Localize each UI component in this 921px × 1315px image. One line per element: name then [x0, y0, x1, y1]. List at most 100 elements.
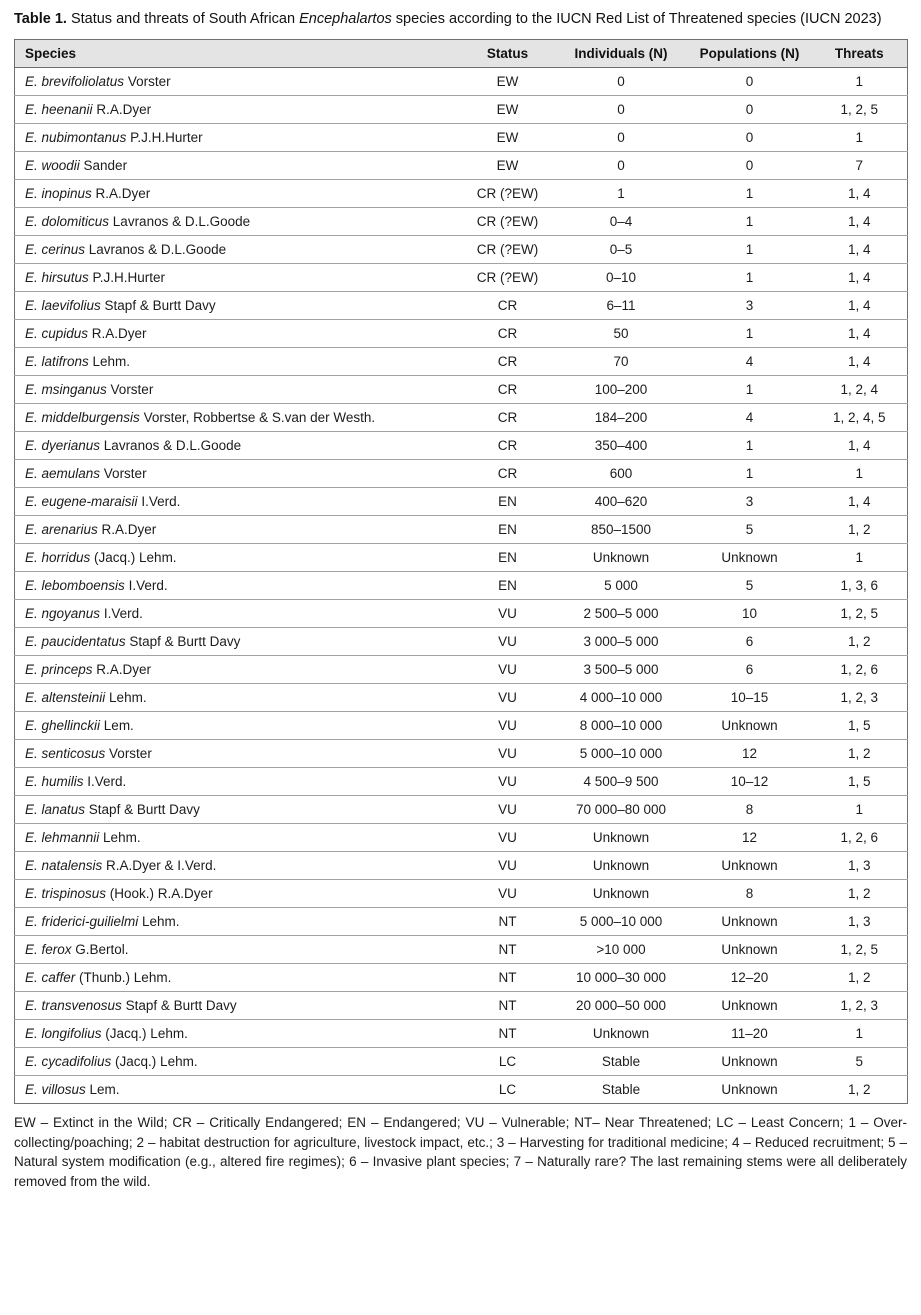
status-cell: CR (?EW) [460, 235, 555, 264]
individuals-cell: 350–400 [554, 431, 688, 460]
threats-cell: 1, 5 [811, 767, 908, 796]
individuals-cell: 4 000–10 000 [554, 683, 688, 712]
species-cell: E. arenarius R.A.Dyer [14, 515, 461, 544]
individuals-cell: Stable [554, 1047, 688, 1076]
status-cell: NT [460, 1019, 555, 1048]
populations-cell: Unknown [721, 1082, 778, 1097]
caption-text-after: species according to the IUCN Red List o… [391, 11, 882, 27]
species-cell: E. cerinus Lavranos & D.L.Goode [14, 235, 461, 264]
individuals-cell: 5 000 [554, 571, 688, 600]
populations-cell: 6 [687, 655, 812, 684]
table-row: E. caffer (Thunb.) Lehm. NT 10 000–30 000 1… [14, 963, 908, 992]
species-binomial: E. msinganus [25, 382, 107, 397]
species-cell: E. transvenosus Stapf & Burtt Davy [14, 991, 461, 1020]
species-cell: E. lanatus Stapf & Burtt Davy [14, 795, 461, 824]
table-row: E. lebomboensis I.Verd. EN 5 000 5 1, 3, 6 [14, 571, 908, 600]
table-row: E. altensteinii Lehm. VU 4 000–10 000 10–15… [14, 683, 908, 712]
individuals-cell: 3 500–5 000 [554, 655, 688, 684]
individuals-cell: 400–620 [554, 487, 688, 516]
table-row: E. woodii Sander EW 0 0 7 [14, 151, 908, 180]
species-cell: E. lehmannii Lehm. [14, 823, 461, 852]
populations-cell: Unknown [687, 935, 812, 964]
col-header-individuals: Individuals (N) [554, 39, 688, 68]
species-binomial: E. cupidus [25, 326, 89, 341]
populations-cell: 4 [687, 403, 812, 432]
table-row: E. laevifolius Stapf & Burtt Davy CR 6–11 3… [14, 291, 908, 320]
populations-cell: 5 [687, 571, 812, 600]
threats-cell: 1, 4 [811, 263, 908, 292]
species-cell: E. ngoyanus I.Verd. [14, 599, 461, 628]
populations-cell: 12 [687, 823, 812, 852]
table-row: E. ferox G.Bertol. NT >10 000 Unknown 1, 2, … [14, 935, 908, 964]
threats-cell: 1, 2 [811, 963, 908, 992]
species-binomial: E. ferox [25, 942, 72, 957]
threats-cell: 1, 2, 3 [811, 991, 908, 1020]
threats-cell: 1, 2 [847, 1082, 871, 1097]
species-cell: E. caffer (Thunb.) Lehm. [14, 963, 461, 992]
species-binomial: E. horridus [25, 550, 91, 565]
threats-cell: 1, 4 [811, 347, 908, 376]
species-binomial: E. aemulans [25, 466, 101, 481]
individuals-cell: Unknown [554, 879, 688, 908]
populations-cell: 1 [687, 179, 812, 208]
document-page: Table 1. Status and threats of South Afr… [14, 11, 908, 1189]
populations-cell: 3 [687, 487, 812, 516]
table-row: E. middelburgensis Vorster, Robbertse & … [14, 403, 908, 432]
table-row: E. trispinosus (Hook.) R.A.Dyer VU Unknown… [14, 879, 908, 908]
species-cell: E. laevifolius Stapf & Burtt Davy [14, 291, 461, 320]
species-cell: E. lebomboensis I.Verd. [14, 571, 461, 600]
status-cell: EN [460, 487, 555, 516]
individuals-cell: 0 [554, 67, 688, 96]
species-cell: E. latifrons Lehm. [14, 347, 461, 376]
threats-cell: 1, 2 [811, 879, 908, 908]
species-binomial: E. heenanii [25, 102, 93, 117]
status-cell: VU [460, 739, 555, 768]
populations-cell: 10 [687, 599, 812, 628]
species-binomial: E. latifrons [25, 354, 89, 369]
table-caption-label: Table 1. [14, 11, 67, 27]
species-binomial: E. altensteinii [25, 690, 106, 705]
species-binomial: E. lebomboensis [25, 578, 125, 593]
species-binomial: E. paucidentatus [25, 634, 126, 649]
species-binomial: E. cycadifolius [25, 1054, 112, 1069]
individuals-cell: 0–5 [554, 235, 688, 264]
populations-cell: 11–20 [687, 1019, 812, 1048]
table-row: E. senticosus Vorster VU 5 000–10 000 12 1, … [14, 739, 908, 768]
species-binomial: E. dolomiticus [25, 214, 110, 229]
col-header-populations: Populations (N) [687, 39, 812, 68]
threats-cell: 1, 2, 5 [811, 935, 908, 964]
status-cell: CR [460, 459, 555, 488]
individuals-cell: 2 500–5 000 [554, 599, 688, 628]
populations-cell: 8 [687, 795, 812, 824]
species-binomial: E. brevifoliolatus [25, 74, 125, 89]
species-binomial: E. laevifolius [25, 298, 101, 313]
status-cell: CR [460, 347, 555, 376]
species-cell: E. natalensis R.A.Dyer & I.Verd. [14, 851, 461, 880]
status-cell: VU [460, 599, 555, 628]
species-binomial: E. cerinus [25, 242, 86, 257]
status-cell: VU [460, 627, 555, 656]
table-row: E. ghellinckii Lem. VU 8 000–10 000 Unknown… [14, 711, 908, 740]
populations-cell: 6 [687, 627, 812, 656]
individuals-cell: 0–4 [554, 207, 688, 236]
populations-cell: 3 [687, 291, 812, 320]
populations-cell: Unknown [687, 1047, 812, 1076]
threats-cell: 7 [811, 151, 908, 180]
populations-cell: 4 [687, 347, 812, 376]
table-row: E. humilis I.Verd. VU 4 500–9 500 10–12 1, 5 [14, 767, 908, 796]
status-cell: EW [460, 95, 555, 124]
individuals-cell: 0 [554, 95, 688, 124]
populations-cell: Unknown [687, 711, 812, 740]
threats-cell: 1 [811, 1019, 908, 1048]
populations-cell: 1 [687, 235, 812, 264]
species-binomial: E. eugene-maraisii [25, 494, 138, 509]
status-cell: VU [460, 711, 555, 740]
threats-cell: 1 [811, 123, 908, 152]
table-row: E. natalensis R.A.Dyer & I.Verd. VU Unknow… [14, 851, 908, 880]
species-cell: E. ghellinckii Lem. [14, 711, 461, 740]
species-cell: E. hirsutus P.J.H.Hurter [14, 263, 461, 292]
threats-cell: 1, 2 [811, 627, 908, 656]
table-row: E. dyerianus Lavranos & D.L.Goode CR 350–4… [14, 431, 908, 460]
individuals-cell: 6–11 [554, 291, 688, 320]
individuals-cell: 1 [554, 179, 688, 208]
